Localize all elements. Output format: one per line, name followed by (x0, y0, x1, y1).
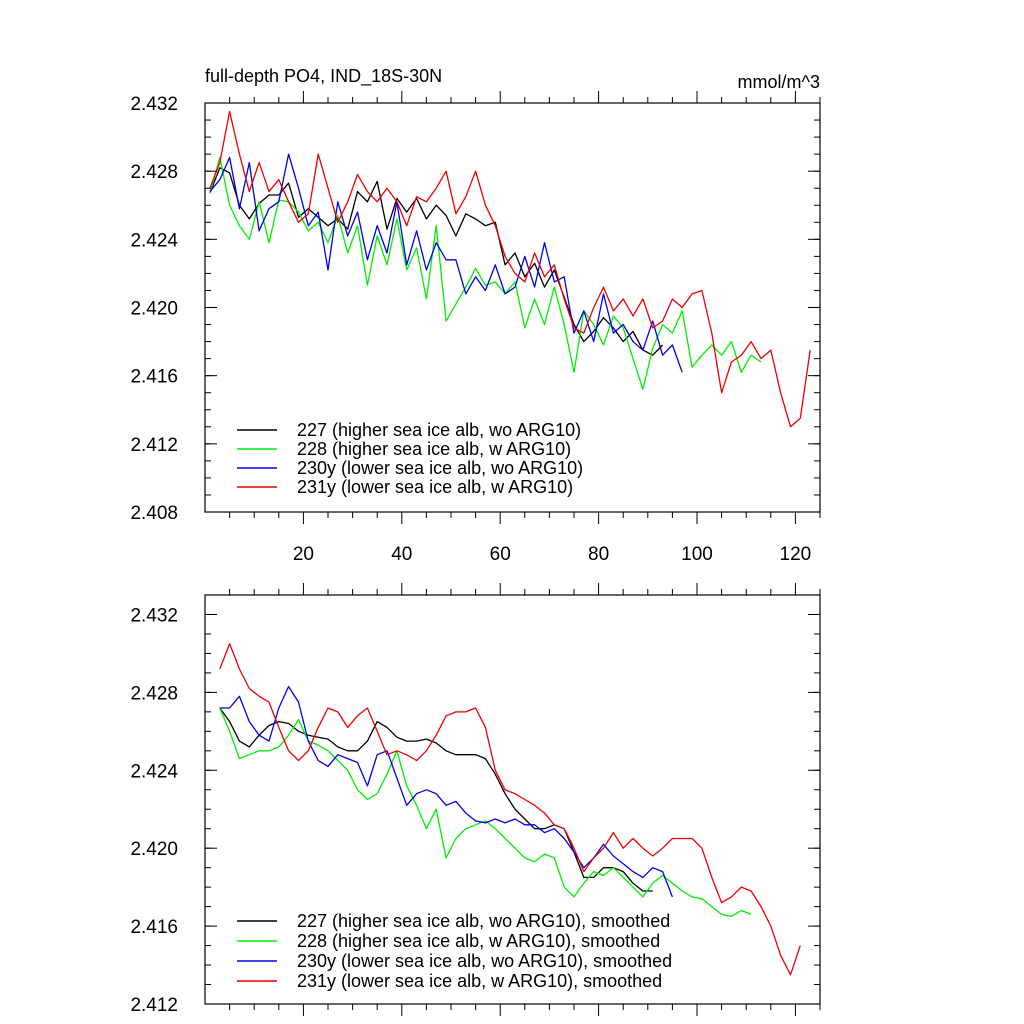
series-layer (209, 110, 811, 428)
series-layer (219, 643, 801, 976)
y-tick-label: 2.424 (130, 761, 178, 782)
y-tick-label: 2.424 (130, 230, 178, 251)
y-tick-label: 2.412 (130, 435, 178, 456)
y-tick-label: 2.408 (130, 503, 178, 524)
y-tick-label: 2.420 (130, 299, 178, 320)
y-tick-label: 2.432 (130, 605, 178, 626)
chart-title: full-depth PO4, IND_18S-30N (205, 66, 442, 87)
x-tick-label: 100 (681, 544, 713, 565)
series-line-0 (219, 707, 653, 892)
series-line-3 (219, 643, 801, 976)
y-tick-label: 2.428 (130, 162, 178, 183)
y-tick-label: 2.416 (130, 917, 178, 938)
legend-label: 227 (higher sea ice alb, wo ARG10), smoo… (297, 911, 670, 931)
x-tick-label: 80 (588, 544, 609, 565)
series-line-1 (209, 156, 762, 390)
plot-frame (204, 594, 821, 1005)
series-line-2 (209, 153, 683, 373)
ticks-layer: 2.408 2.412 2.416 2.420 2.424 2.428 2.432 20 40 6… (130, 91, 821, 565)
legend-label: 228 (higher sea ice alb, w ARG10), smoot… (297, 931, 660, 951)
legend-label: 231y (lower sea ice alb, w ARG10), smoot… (297, 971, 662, 991)
plot-frame (204, 102, 821, 513)
legend-label: 231y (lower sea ice alb, w ARG10) (297, 477, 573, 497)
y-tick-label: 2.412 (130, 995, 178, 1016)
units-label: mmol/m^3 (738, 72, 820, 92)
legend: 227 (higher sea ice alb, wo ARG10)228 (h… (237, 420, 583, 497)
y-tick-label: 2.428 (130, 683, 178, 704)
top-panel: full-depth PO4, IND_18S-30N mmol/m^3 2.4… (130, 66, 821, 565)
ticks-layer: 2.412 2.416 2.420 2.424 2.428 2.432 (130, 583, 821, 1016)
bottom-panel: 2.412 2.416 2.420 2.424 2.428 2.432 227 (high… (130, 583, 821, 1016)
legend: 227 (higher sea ice alb, wo ARG10), smoo… (237, 911, 672, 991)
series-line-3 (209, 110, 811, 428)
series-line-2 (219, 685, 674, 898)
legend-label: 230y (lower sea ice alb, wo ARG10), smoo… (297, 951, 672, 971)
x-tick-label: 60 (490, 544, 511, 565)
legend-label: 227 (higher sea ice alb, wo ARG10) (297, 420, 581, 440)
y-tick-label: 2.432 (130, 94, 178, 115)
x-tick-label: 20 (293, 544, 314, 565)
series-line-1 (219, 707, 752, 918)
y-tick-label: 2.416 (130, 367, 178, 388)
y-tick-label: 2.420 (130, 839, 178, 860)
legend-label: 230y (lower sea ice alb, wo ARG10) (297, 458, 583, 478)
x-tick-label: 120 (780, 544, 812, 565)
series-line-0 (209, 167, 664, 356)
x-tick-label: 40 (391, 544, 412, 565)
legend-label: 228 (higher sea ice alb, w ARG10) (297, 439, 571, 459)
